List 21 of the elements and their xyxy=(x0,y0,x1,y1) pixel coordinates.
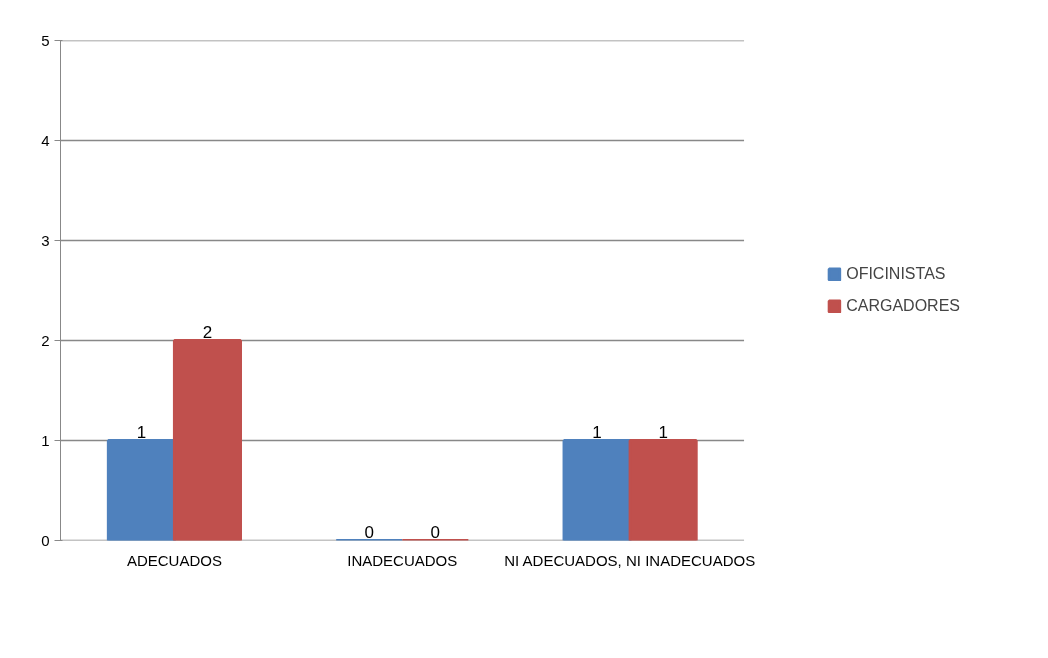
bar xyxy=(106,439,176,541)
y-tick-label: 2 xyxy=(41,331,50,349)
data-label: 0 xyxy=(430,522,441,542)
x-tick-label: INADECUADOS xyxy=(347,551,458,569)
y-tick-label: 1 xyxy=(41,431,50,449)
y-tick-label: 4 xyxy=(41,131,50,149)
data-label: 1 xyxy=(658,422,668,442)
y-tick-label: 5 xyxy=(41,31,50,49)
y-tick-label: 0 xyxy=(41,531,50,549)
bar xyxy=(562,439,632,541)
bar xyxy=(172,339,242,541)
x-tick-label: ADECUADOS xyxy=(126,551,222,569)
data-label: 1 xyxy=(136,422,147,442)
data-label: 0 xyxy=(364,522,374,542)
data-label: 1 xyxy=(592,422,602,442)
x-tick-label: NI ADECUADOS, NI INADECUADOS xyxy=(504,551,756,569)
legend-label: CARGADORES xyxy=(846,297,960,315)
bar xyxy=(628,439,698,541)
legend-label: OFICINISTAS xyxy=(846,265,946,283)
data-label: 2 xyxy=(202,322,213,342)
y-tick-label: 3 xyxy=(41,231,50,249)
